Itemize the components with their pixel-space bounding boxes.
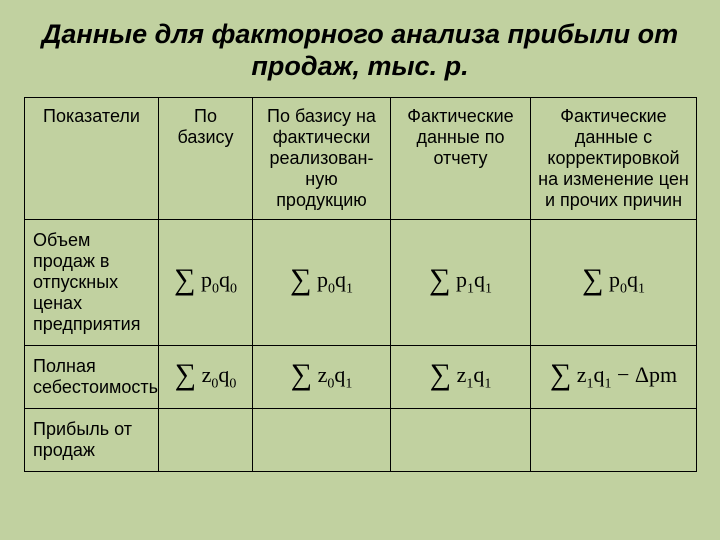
row-label-profit: Прибыль от продаж [25,408,159,471]
formula-p1q1: ∑ p1q1 [429,267,492,292]
table-row: Полная себестоимость ∑ z0q0 ∑ z0q1 ∑ z1q… [25,345,697,408]
empty-cell [391,408,531,471]
col-header-basis: По базису [159,97,253,219]
formula-cell: ∑ p0q0 [159,219,253,345]
formula-z1q1-dpm: ∑ z1q1 − Δpm [550,362,677,387]
table-row: Прибыль от продаж [25,408,697,471]
table-header-row: Показатели По базису По базису на факти­… [25,97,697,219]
formula-z0q1: ∑ z0q1 [291,362,353,387]
data-table: Показатели По базису По базису на факти­… [24,97,697,472]
formula-cell: ∑ p0q1 [531,219,697,345]
formula-p0q1: ∑ p0q1 [290,267,353,292]
formula-cell: ∑ z1q1 − Δpm [531,345,697,408]
formula-z0q0: ∑ z0q0 [175,362,237,387]
empty-cell [531,408,697,471]
formula-cell: ∑ z0q0 [159,345,253,408]
formula-z1q1: ∑ z1q1 [430,362,492,387]
empty-cell [253,408,391,471]
col-header-basis-actual: По базису на факти­чески реа­лизован­ную… [253,97,391,219]
col-header-actual-report: Фактичес­кие данные по отчету [391,97,531,219]
row-label-sales-volume: Объем продаж в отпускных ценах предприят… [25,219,159,345]
slide-title: Данные для факторного анализа прибыли от… [24,18,696,83]
col-header-indicators: Показатели [25,97,159,219]
slide: Данные для факторного анализа прибыли от… [0,0,720,540]
row-label-full-cost: Полная себестоимость [25,345,159,408]
table-row: Объем продаж в отпускных ценах предприят… [25,219,697,345]
formula-p0q1-col4: ∑ p0q1 [582,267,645,292]
formula-cell: ∑ p0q1 [253,219,391,345]
formula-cell: ∑ p1q1 [391,219,531,345]
formula-p0q0: ∑ p0q0 [174,267,237,292]
formula-cell: ∑ z1q1 [391,345,531,408]
col-header-actual-corrected: Фактические данные с корректиров­кой на … [531,97,697,219]
formula-cell: ∑ z0q1 [253,345,391,408]
empty-cell [159,408,253,471]
